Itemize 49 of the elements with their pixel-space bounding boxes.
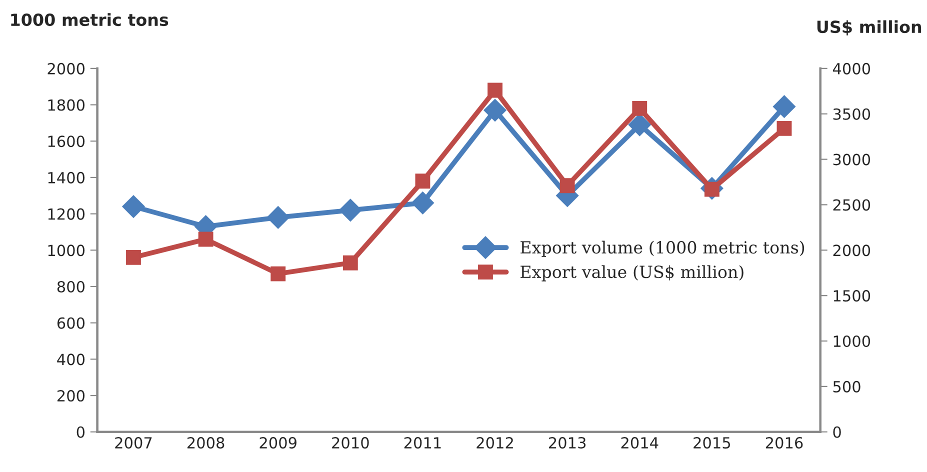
y-tick-label: 2000 xyxy=(48,62,85,74)
y2-tick-label: 3500 xyxy=(833,108,870,120)
point xyxy=(415,174,430,189)
y2-tick-label: 1500 xyxy=(834,290,870,302)
x-tick-label: 2011 xyxy=(404,437,441,449)
y-tick-label: 1200 xyxy=(48,208,85,220)
y2-axis-title: US$ million xyxy=(817,20,922,36)
y2-tick-label: 0 xyxy=(833,426,841,438)
point xyxy=(411,192,434,214)
y-tick-label: 1000 xyxy=(48,244,85,256)
point xyxy=(266,206,290,229)
point xyxy=(122,195,145,218)
y-axis-title: 1000 metric tons xyxy=(11,13,168,26)
y-tick-label: 800 xyxy=(57,280,85,293)
point xyxy=(632,100,648,116)
point xyxy=(126,250,141,265)
point xyxy=(342,255,358,270)
y-tick-label: 200 xyxy=(57,390,85,402)
point xyxy=(772,95,796,118)
x-tick-label: 2015 xyxy=(694,437,730,449)
y-tick-label: 600 xyxy=(57,317,85,329)
y2-tick-label: 1000 xyxy=(834,335,870,348)
y-tick-label: 1800 xyxy=(48,99,85,111)
x-tick-label: 2014 xyxy=(621,437,658,449)
x-tick-label: 2009 xyxy=(260,437,296,449)
y2-tick-label: 4000 xyxy=(832,62,870,74)
point xyxy=(339,198,362,222)
x-tick-label: 2016 xyxy=(766,437,803,449)
x-tick-label: 2008 xyxy=(187,437,224,449)
point xyxy=(488,82,502,98)
point xyxy=(198,232,214,247)
x-tick-label: 2007 xyxy=(115,437,152,449)
y2-tick-label: 2000 xyxy=(833,244,870,256)
y-tick-label: 0 xyxy=(76,426,85,438)
legend-label: Export volume (1000 metric tons) xyxy=(520,240,804,257)
x-tick-label: 2010 xyxy=(332,437,369,449)
point xyxy=(484,98,506,122)
x-tick-label: 2012 xyxy=(476,437,513,449)
y2-tick-label: 500 xyxy=(833,380,860,392)
y2-tick-label: 3000 xyxy=(833,154,870,166)
point xyxy=(560,178,575,194)
point xyxy=(776,120,792,136)
y-tick-label: 400 xyxy=(57,354,85,366)
x-tick-label: 2013 xyxy=(549,437,586,449)
y-tick-label: 1600 xyxy=(48,136,85,148)
y-tick-label: 1400 xyxy=(48,172,85,184)
y2-tick-label: 2500 xyxy=(833,199,870,211)
legend-label: Export value (US$ million) xyxy=(520,265,744,282)
point xyxy=(270,266,286,282)
